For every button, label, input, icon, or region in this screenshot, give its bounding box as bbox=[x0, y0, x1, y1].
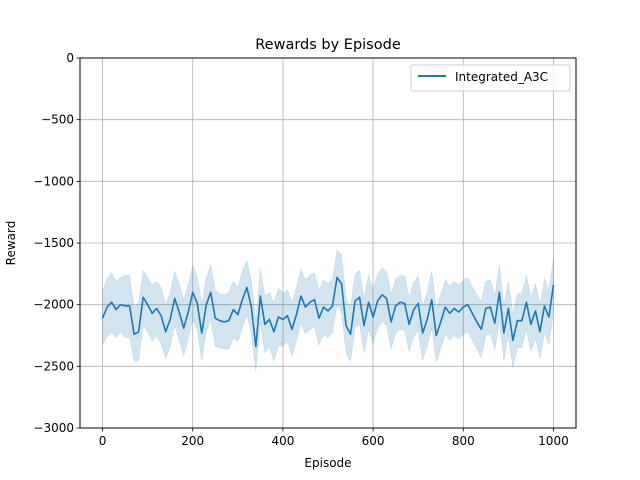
y-tick-label: −500 bbox=[41, 113, 74, 127]
x-tick-label: 200 bbox=[181, 434, 204, 448]
y-axis-label: Reward bbox=[4, 221, 18, 266]
x-tick-label: 1000 bbox=[538, 434, 569, 448]
x-tick-label: 800 bbox=[452, 434, 475, 448]
chart-title: Rewards by Episode bbox=[255, 37, 401, 53]
x-tick-label: 600 bbox=[362, 434, 385, 448]
y-tick-label: −1500 bbox=[33, 236, 74, 250]
y-tick-label: 0 bbox=[66, 51, 74, 65]
grid bbox=[80, 57, 576, 429]
series-line-layer bbox=[101, 276, 555, 348]
y-tick-label: −2500 bbox=[33, 359, 74, 373]
legend: Integrated_A3C bbox=[410, 64, 571, 92]
legend-label: Integrated_A3C bbox=[455, 70, 548, 84]
x-tick-label: 400 bbox=[271, 434, 294, 448]
x-axis-label: Episode bbox=[304, 456, 351, 470]
y-tick-label: −3000 bbox=[33, 421, 74, 435]
ticks: 0 200 400 600 800 1000 0 −500 −1000 −1500 −2000 −25… bbox=[33, 51, 568, 448]
legend-box bbox=[410, 64, 571, 92]
series-line bbox=[101, 276, 555, 348]
y-tick-label: −1000 bbox=[33, 174, 74, 188]
y-tick-label: −2000 bbox=[33, 298, 74, 312]
x-tick-label: 0 bbox=[99, 434, 107, 448]
